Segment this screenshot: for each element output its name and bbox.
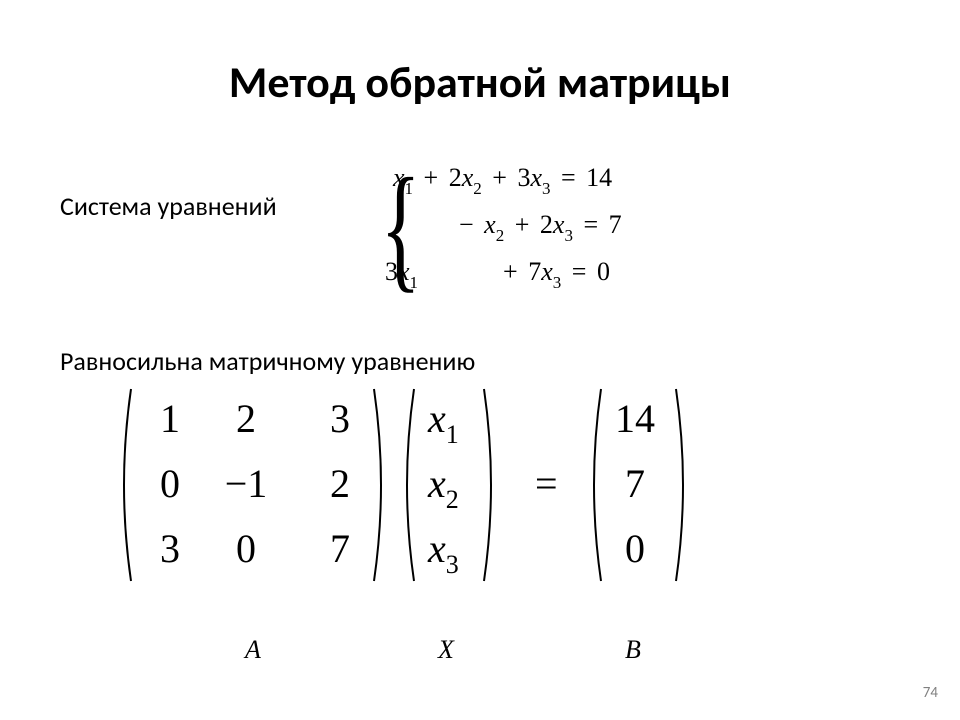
coef: 3: [385, 257, 398, 286]
system-row-2: − x2 + 2x3 = 7: [455, 210, 622, 244]
sub-2: 2: [496, 226, 505, 245]
rhs: 14: [586, 163, 612, 192]
slide-title: Метод обратной матрицы: [0, 55, 960, 109]
vector-b-cell: 0: [610, 525, 660, 572]
matrix-a-cell: 2: [216, 395, 276, 442]
var-x: x: [530, 163, 542, 192]
coef: 2: [449, 163, 462, 192]
var-x: x: [541, 257, 553, 286]
sub-3: 3: [553, 273, 562, 292]
var-x: x: [484, 210, 496, 239]
vector-x-right-paren: [480, 387, 500, 567]
plus: +: [424, 163, 439, 192]
sub-2: 2: [473, 179, 482, 198]
rhs: 7: [609, 210, 622, 239]
vector-b-left-paren: [585, 387, 605, 567]
vector-x-left-paren: [398, 387, 418, 567]
matrix-a-cell: 1: [140, 395, 200, 442]
matrix-a-cell: 7: [310, 525, 370, 572]
matrix-a-cell: 0: [216, 525, 276, 572]
vector-b-cell: 7: [610, 460, 660, 507]
var-x: x: [553, 210, 565, 239]
plus: +: [503, 257, 518, 286]
matrix-a-cell: 0: [140, 460, 200, 507]
var-x: x: [398, 257, 410, 286]
equals-sign: =: [535, 460, 558, 507]
plus: +: [515, 210, 530, 239]
plus: +: [492, 163, 507, 192]
sub-1: 1: [405, 179, 414, 198]
coef: 7: [528, 257, 541, 286]
vector-x-cell: x3: [428, 525, 459, 578]
matrix-a-cell: 3: [310, 395, 370, 442]
equals: =: [583, 210, 598, 239]
matrix-a-right-paren: [370, 387, 390, 567]
vector-x-cell: x1: [428, 395, 459, 448]
matrix-a-cell: −1: [208, 460, 284, 507]
text-equivalent-matrix-equation: Равносильна матричному уравнению: [60, 345, 475, 377]
sub-1: 1: [410, 273, 419, 292]
equals: =: [572, 257, 587, 286]
coef: 3: [517, 163, 530, 192]
sub-3: 3: [564, 226, 573, 245]
var-x: x: [393, 163, 405, 192]
matrix-a-left-paren: [115, 387, 135, 567]
sub-3: 3: [542, 179, 551, 198]
label-b: B: [625, 635, 641, 665]
rhs: 0: [597, 257, 610, 286]
label-a: A: [245, 635, 261, 665]
equals: =: [561, 163, 576, 192]
matrix-a-cell: 2: [310, 460, 370, 507]
system-row-1: x1 + 2x2 + 3x3 = 14: [393, 163, 612, 197]
vector-x-cell: x2: [428, 460, 459, 513]
vector-b-right-paren: [672, 387, 692, 567]
vector-b-cell: 14: [610, 395, 660, 442]
system-row-3: 3x1 + 7x3 = 0: [385, 257, 610, 291]
label-x: X: [438, 635, 454, 665]
matrix-a-cell: 3: [140, 525, 200, 572]
coef: 2: [540, 210, 553, 239]
text-system-of-equations: Система уравнений: [60, 190, 277, 222]
page-number: 74: [923, 684, 938, 702]
minus: −: [459, 210, 474, 239]
var-x: x: [462, 163, 474, 192]
